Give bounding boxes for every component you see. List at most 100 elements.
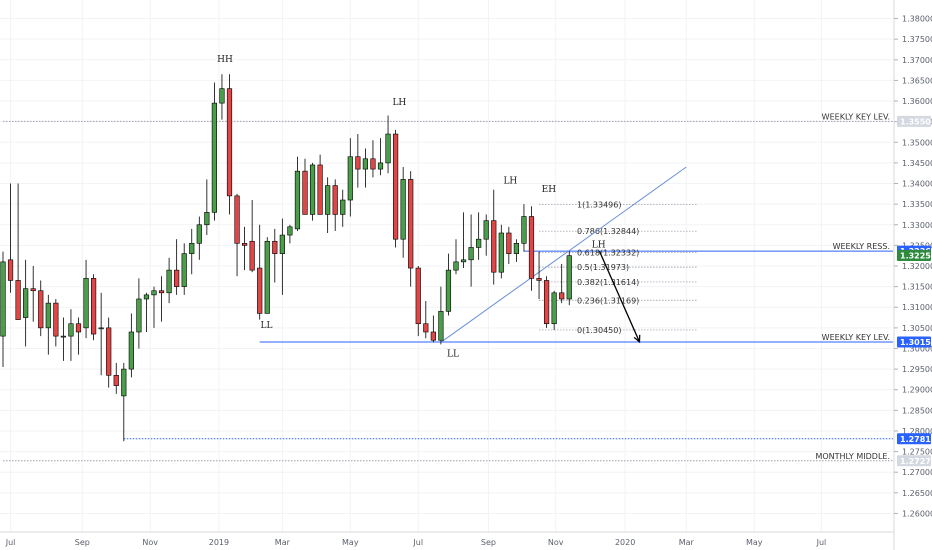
level-label: WEEKLY KEY LEV. xyxy=(822,333,890,342)
fib-level-label: 0.618(1.32332) xyxy=(577,248,639,257)
price-tick-label: 1.34000 xyxy=(902,180,932,189)
candle-body xyxy=(30,288,36,292)
candle-body xyxy=(453,261,459,271)
candle-body xyxy=(483,220,489,240)
swing-label: LH xyxy=(592,240,606,250)
price-axis[interactable]: 1.26000 1.26500 1.27000 1.27500 1.28000 1.285… xyxy=(893,0,932,550)
time-tick-label: Sep xyxy=(75,538,90,547)
candle-body xyxy=(91,278,97,335)
time-tick-label: Jul xyxy=(412,538,423,547)
time-tick-label: Mar xyxy=(275,538,291,547)
projection-arrow-group[interactable] xyxy=(598,250,641,344)
price-tick-label: 1.27500 xyxy=(902,448,932,457)
candle-body xyxy=(68,323,74,337)
time-tick-label: Jul xyxy=(5,538,16,547)
price-tick-label: 1.30500 xyxy=(902,324,932,333)
candle-body xyxy=(158,290,165,294)
candle-body xyxy=(392,133,399,240)
fib-level-label: 1(1.33496) xyxy=(577,200,621,209)
candle-body xyxy=(264,240,270,314)
price-tag xyxy=(897,455,931,467)
candle-body xyxy=(347,156,353,201)
candle-body xyxy=(309,164,316,215)
candle-body xyxy=(174,269,180,287)
candle-body xyxy=(272,240,278,254)
candle-body xyxy=(317,164,323,215)
candle-body xyxy=(521,216,527,244)
candle-body xyxy=(445,269,452,312)
candle-body xyxy=(415,267,421,325)
candle-body xyxy=(181,253,187,287)
price-tick-label: 1.32000 xyxy=(902,262,932,271)
price-tick-label: 1.38000 xyxy=(902,15,932,24)
time-tick-label: May xyxy=(746,538,763,547)
candle-body xyxy=(377,162,384,170)
candle-body xyxy=(362,158,369,170)
price-tick-label: 1.28000 xyxy=(902,427,932,436)
level-label: WEEKLY KEY LEV. xyxy=(822,112,890,121)
candle-body xyxy=(15,280,21,320)
time-axis[interactable]: Jul Sep Nov 2019 Mar May Jul Sep Nov 2020 Mar May Ju… xyxy=(0,531,894,547)
candle-body xyxy=(196,224,202,244)
candle-body xyxy=(513,243,519,254)
swing-label: EH xyxy=(542,185,557,195)
candle-body xyxy=(385,133,391,164)
trendline[interactable] xyxy=(440,166,687,343)
candle-body xyxy=(287,226,293,236)
fibonacci-retracement[interactable]: 1(1.33496) 0.786(1.32844) 0.618(1.32332) 0.… xyxy=(539,200,698,335)
time-tick-label: Nov xyxy=(548,538,564,547)
price-tick-label: 1.33000 xyxy=(902,221,932,230)
candle-body xyxy=(257,267,263,314)
candle-body xyxy=(113,374,119,386)
horizontal-levels: WEEKLY KEY LEV. WEEKLY RESS. WEEKLY KEY LE… xyxy=(3,112,893,462)
candle-body xyxy=(98,327,104,330)
candle-body xyxy=(106,327,112,376)
swing-label: LL xyxy=(261,321,273,331)
projection-arrow[interactable] xyxy=(598,250,641,343)
trendline-group[interactable] xyxy=(440,166,687,343)
candle-body xyxy=(332,185,338,215)
price-tick-label: 1.31500 xyxy=(902,283,932,292)
candle-body xyxy=(543,280,550,325)
price-tag xyxy=(897,115,931,127)
candle-body xyxy=(166,269,172,294)
candle-body xyxy=(468,247,474,261)
candle-body xyxy=(491,220,497,273)
price-tag-label: 1.30157 xyxy=(900,338,932,347)
time-tick-label: 2020 xyxy=(615,538,635,547)
price-tag-label: 1.32254 xyxy=(900,252,932,261)
candle-body xyxy=(189,243,195,254)
candle-body xyxy=(60,335,66,338)
candle-body xyxy=(136,298,142,333)
time-tick-label: Nov xyxy=(142,538,158,547)
candle-body xyxy=(151,290,157,296)
candle-body xyxy=(249,240,255,271)
fib-level-label: 0(1.30450) xyxy=(577,326,621,335)
time-tick-label: Jul xyxy=(816,538,827,547)
candle-body xyxy=(121,368,127,397)
price-tag xyxy=(897,250,931,262)
price-tag-label: 1.27277 xyxy=(900,457,932,466)
swing-label: LL xyxy=(447,350,459,360)
candle-body xyxy=(219,88,225,104)
price-tick-label: 1.27000 xyxy=(902,468,932,477)
level-label: WEEKLY RESS. xyxy=(833,242,890,251)
projection-arrow-head xyxy=(633,334,641,344)
fib-level-label: 0.236(1.31169) xyxy=(577,296,639,305)
candle-body xyxy=(234,195,240,244)
candle-body xyxy=(460,259,467,263)
candle-body xyxy=(7,259,14,281)
candle-body xyxy=(302,170,308,215)
price-tick-label: 1.29000 xyxy=(902,386,932,395)
price-tick-label: 1.37000 xyxy=(902,56,932,65)
swing-labels: HH LH LL LL LH EH LH xyxy=(217,55,606,360)
fib-level-label: 0.786(1.32844) xyxy=(577,227,639,236)
candle-body xyxy=(53,302,59,337)
price-tag-label: 1.35508 xyxy=(900,117,932,126)
price-tick-label: 1.33500 xyxy=(902,200,932,209)
time-tick-label: 2019 xyxy=(209,538,229,547)
candle-body xyxy=(355,156,361,170)
